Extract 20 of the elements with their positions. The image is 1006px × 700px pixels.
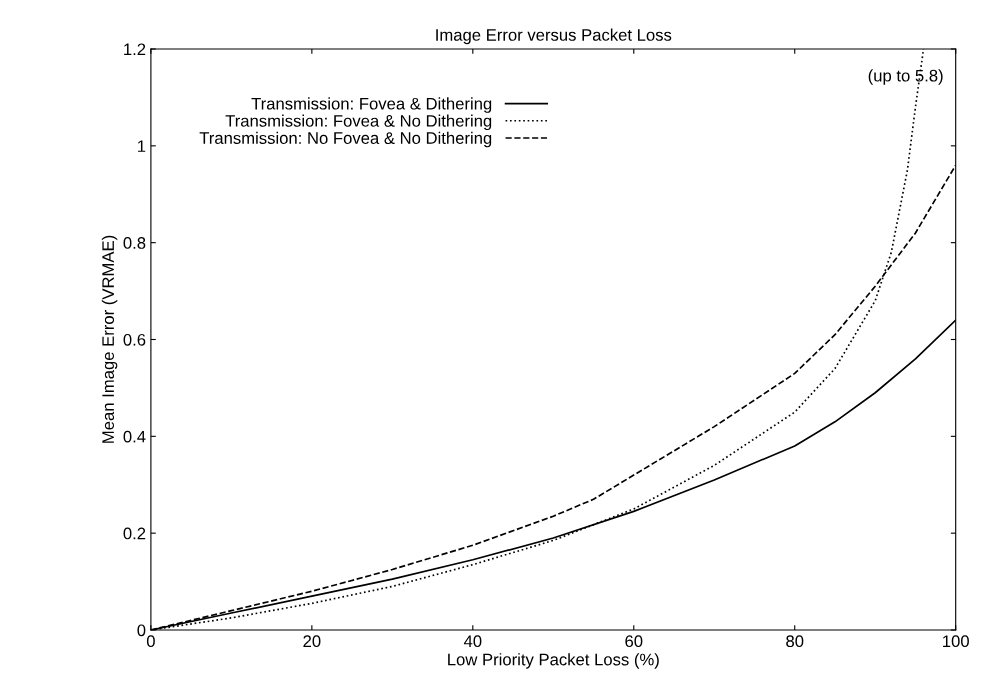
x-tick-label: 100 [943, 635, 969, 648]
chart-title: Image Error versus Packet Loss [436, 28, 672, 45]
x-tick-label: 60 [625, 635, 643, 648]
y-tick-label: 0.4 [123, 430, 146, 443]
y-axis-title: Mean Image Error (VRMAE) [101, 235, 118, 443]
y-tick-label: 0 [137, 624, 146, 637]
y-tick-label: 0.8 [123, 237, 146, 249]
y-tick-label: 0.6 [123, 333, 146, 346]
y-tick-label: 0.2 [123, 527, 146, 540]
legend-label: Transmission: Fovea & No Dithering [225, 114, 492, 131]
x-tick-label: 0 [146, 635, 155, 648]
y-tick-label: 1 [138, 140, 146, 152]
x-tick-label: 20 [303, 635, 321, 648]
y-tick-label: 1.2 [124, 43, 146, 56]
legend-label: Transmission: No Fovea & No Dithering [199, 131, 492, 148]
x-axis-title: Low Priority Packet Loss (%) [448, 653, 659, 669]
legend-label: Transmission: Fovea & Dithering [251, 97, 492, 113]
annotation: (up to 5.8) [868, 69, 943, 85]
x-tick-label: 80 [786, 635, 804, 648]
x-tick-label: 40 [463, 635, 482, 648]
